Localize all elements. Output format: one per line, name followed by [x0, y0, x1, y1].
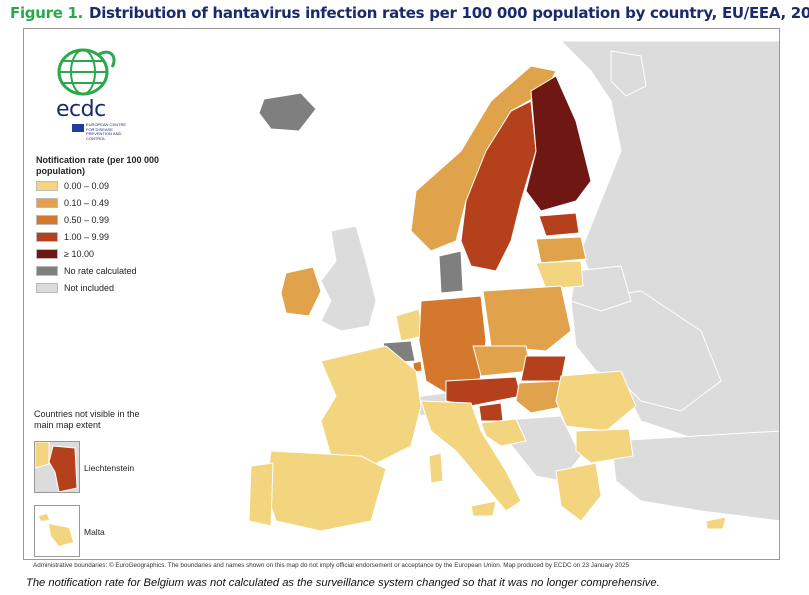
- legend-item: 0.10 – 0.49: [36, 195, 176, 211]
- country-lithuania: [535, 260, 584, 290]
- map-frame: ecdc EUROPEAN CENTRE FOR DISEASE PREVENT…: [23, 28, 780, 560]
- inset-liechtenstein: [34, 441, 80, 493]
- country-portugal: [248, 462, 274, 527]
- country-austria: [445, 376, 522, 407]
- belarus: [570, 265, 632, 312]
- legend: Notification rate (per 100 000 populatio…: [36, 155, 176, 296]
- inset-title: Countries not visible in the main map ex…: [34, 409, 140, 430]
- svalbard-like: [610, 50, 647, 97]
- legend-label: Not included: [64, 283, 115, 293]
- country-latvia: [535, 236, 587, 264]
- country-germany: [418, 295, 487, 394]
- country-poland: [482, 285, 572, 352]
- legend-label: 0.10 – 0.49: [64, 198, 110, 208]
- country-slovenia: [478, 402, 504, 422]
- inset-label-malta: Malta: [84, 527, 105, 537]
- country-estonia: [538, 212, 580, 237]
- country-hungary: [515, 380, 567, 414]
- country-spain: [265, 450, 387, 532]
- uk: [320, 225, 377, 332]
- country-slovakia: [520, 355, 567, 382]
- legend-item: 0.00 – 0.09: [36, 178, 176, 194]
- attribution-text: Administrative boundaries: © EuroGeograp…: [33, 562, 629, 569]
- liechtenstein-map: [35, 442, 79, 492]
- legend-title: Notification rate (per 100 000 populatio…: [36, 155, 160, 176]
- figure-title: Figure 1. Distribution of hantavirus infe…: [10, 4, 809, 26]
- country-iceland: [258, 92, 317, 132]
- inset-label-liechtenstein: Liechtenstein: [84, 463, 135, 473]
- legend-item: ≥ 10.00: [36, 246, 176, 262]
- ecdc-logo: ecdc EUROPEAN CENTRE FOR DISEASE PREVENT…: [38, 47, 128, 140]
- country-france: [320, 345, 422, 467]
- malta-map: [39, 514, 73, 546]
- country-finland: [525, 75, 592, 212]
- legend-swatch: [36, 181, 58, 191]
- legend-label: ≥ 10.00: [64, 249, 94, 259]
- inset-malta: [34, 505, 80, 557]
- globe-icon: [57, 48, 116, 96]
- footnote: The notification rate for Belgium was no…: [26, 577, 660, 589]
- country-sweden: [460, 100, 537, 272]
- country-cyprus: [705, 516, 727, 530]
- legend-swatch: [36, 198, 58, 208]
- island-sardinia: [428, 452, 444, 484]
- legend-item: 0.50 – 0.99: [36, 212, 176, 228]
- country-czechia: [472, 345, 532, 377]
- country-greece: [555, 462, 602, 522]
- legend-item: No rate calculated: [36, 263, 176, 279]
- country-croatia: [480, 418, 527, 447]
- figure-label: Figure 1.: [10, 4, 84, 22]
- legend-label: 1.00 – 9.99: [64, 232, 110, 242]
- logo-text: ecdc: [56, 97, 106, 122]
- island-sicily: [470, 500, 497, 517]
- turkey-region: [610, 430, 779, 522]
- country-italy: [420, 400, 522, 512]
- legend-label: 0.50 – 0.99: [64, 215, 110, 225]
- legend-swatch: [36, 249, 58, 259]
- country-bulgaria: [575, 428, 634, 464]
- legend-item: 1.00 – 9.99: [36, 229, 176, 245]
- country-ireland: [280, 266, 322, 317]
- legend-item: Not included: [36, 280, 176, 296]
- legend-swatch: [36, 266, 58, 276]
- ukraine: [570, 290, 722, 412]
- europe-map: [248, 40, 779, 532]
- legend-swatch: [36, 215, 58, 225]
- logo-subtitle: EUROPEAN CENTRE FOR DISEASE PREVENTION A…: [86, 122, 127, 141]
- legend-swatch: [36, 232, 58, 242]
- legend-swatch: [36, 283, 58, 293]
- legend-label: 0.00 – 0.09: [64, 181, 110, 191]
- figure-title-text: Distribution of hantavirus infection rat…: [89, 4, 809, 22]
- legend-label: No rate calculated: [64, 266, 137, 276]
- country-denmark: [438, 250, 464, 294]
- country-romania: [555, 370, 637, 432]
- eu-flag-icon: [72, 124, 84, 132]
